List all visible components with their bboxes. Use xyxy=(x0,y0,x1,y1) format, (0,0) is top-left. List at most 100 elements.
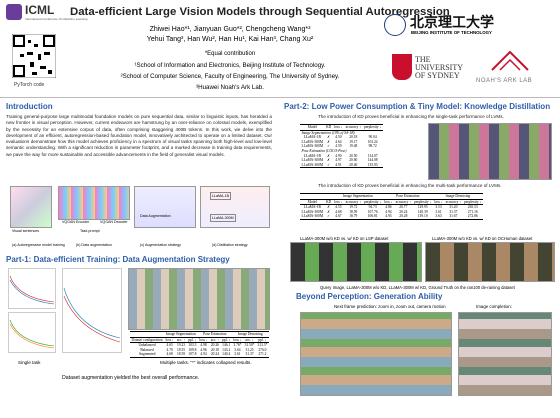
table-row: LLaMA-300M ✓ 4.91 20.40 135.93 xyxy=(300,163,383,168)
figure-label: Data Augmentation xyxy=(140,214,171,218)
table-cell: LLaMA-300M xyxy=(301,139,324,144)
table-header: loss ↓ xyxy=(197,337,210,344)
table-header: accuracy ↑ xyxy=(444,199,463,206)
table-cell: 140.4 xyxy=(222,352,231,357)
table-header: ppl. ↓ xyxy=(220,337,232,344)
figure-label: VQGAN Encoder xyxy=(62,220,90,224)
table-cell: 3.63 xyxy=(435,214,442,219)
table-cell: 18.59 xyxy=(349,209,358,214)
table-cell: 4.70 xyxy=(166,347,173,352)
affiliation-1: ¹School of Information and Electronics, … xyxy=(134,62,326,69)
table-cell: 20.18 xyxy=(349,135,358,140)
sub-caption: Single task xyxy=(18,360,41,365)
intro-heading: Introduction xyxy=(6,102,53,111)
table-cell: 4.90 xyxy=(335,153,342,158)
table-row: LLaMA-300M ✗ 4.97 20.60 144.08 xyxy=(300,158,383,163)
table-row: Image Segmentation Pose Estimation Image D… xyxy=(130,331,269,338)
table-cell: 103.3 xyxy=(188,343,197,348)
table-header: acc. ↑ xyxy=(209,337,221,344)
figure-image xyxy=(58,186,130,220)
table-cell: 4.68 xyxy=(335,209,342,214)
table-cell: 20.40 xyxy=(349,162,358,167)
table-cell: 103.24 xyxy=(367,139,378,144)
table-cell: 4.68 xyxy=(166,352,173,357)
generation-images xyxy=(458,312,552,396)
table-cell: 271.16 xyxy=(467,209,478,214)
table-group-title: Pose Estimation (COCO-Pose) xyxy=(301,148,347,153)
table-cell: 4.50 xyxy=(335,135,342,140)
table-cell: ✗ xyxy=(327,153,331,158)
table-cell: 140.39 xyxy=(417,209,428,214)
table-cell: 19.17 xyxy=(349,139,358,144)
table-header xyxy=(130,331,165,338)
table-cell: 19.48 xyxy=(349,144,358,149)
table-cell: Unbalanced xyxy=(138,343,156,348)
table-cell: 90.04 xyxy=(368,135,377,140)
table-group-header: Pose Estimation xyxy=(197,331,232,338)
table-header: loss ↓ xyxy=(382,199,395,206)
table-cell: 272.86 xyxy=(467,214,478,219)
authors-1: Zhiwei Hao*¹, Jianyuan Guo*², Chengcheng… xyxy=(149,26,311,33)
table-cell: 4.93 xyxy=(385,214,392,219)
table-header: loss ↓ xyxy=(332,124,345,131)
table-cell: 139.10 xyxy=(417,214,428,219)
table-cell: LLaMA-300M xyxy=(301,214,324,219)
table-header: accuracy ↑ xyxy=(344,199,363,206)
table-header: accuracy ↑ xyxy=(394,199,413,206)
table-header: loss ↓ xyxy=(432,199,445,206)
figure-image xyxy=(10,186,52,228)
gen-caption: Next frame prediction: zoom in, zoom out… xyxy=(334,304,446,309)
table-cell: 20.26 xyxy=(210,343,219,348)
noah-logo: NOAH'S ARK LAB xyxy=(476,78,533,84)
figure-label: Task prompt xyxy=(80,229,100,233)
table-cell: ✓ xyxy=(327,144,331,149)
table-row: Dataset configuration loss ↓ acc. ↑ ppl. ↓ l… xyxy=(130,337,269,344)
table-cell: LLaMA-300M xyxy=(301,162,324,167)
table-row: LLaMA-300M ✗ 4.68 18.59 107.76 4.94 20.24 140.3… xyxy=(300,210,483,215)
table-cell: 4.91 xyxy=(335,162,342,167)
table-cell: 3.61 xyxy=(435,209,442,214)
affiliation-2: ²School of Computer Science, Faculty of … xyxy=(120,73,340,80)
equal-contribution: *Equal contribution xyxy=(204,51,256,57)
image-caption: LLaMA-300M w/o KD vs. w/ KD on LSP datas… xyxy=(300,236,389,241)
table-cell: 94.73 xyxy=(368,205,377,210)
bit-sub: BEIJING INSTITUTE OF TECHNOLOGY xyxy=(411,30,492,35)
table-cell: 19.72 xyxy=(349,205,358,210)
table-cell: 18.59 xyxy=(176,352,186,357)
table-cell: 313.3* xyxy=(257,343,268,348)
table-group-header: Image Segmentation xyxy=(164,331,198,338)
table-group-header: Image Segmentation xyxy=(332,193,383,200)
part2-heading: Part-2: Low Power Consumption & Tiny Mod… xyxy=(284,102,551,111)
code-label: PyTorch code xyxy=(14,82,45,88)
table-cell: 4.55 xyxy=(335,205,342,210)
intro-text: Training general-purpose large multimoda… xyxy=(6,114,272,157)
part1-heading: Part-1: Data-efficient Training: Data Au… xyxy=(6,255,230,264)
table-cell: 18.79 xyxy=(349,214,358,219)
table-cell: 20.60 xyxy=(349,158,358,163)
table-cell: 3.64 xyxy=(234,347,241,352)
table-header: KD xyxy=(324,124,333,131)
table-cell: 31.67 xyxy=(449,214,458,219)
table-group-header: Image Denoising xyxy=(231,331,269,338)
table-header: KD xyxy=(324,199,333,206)
figure-label: LLaMA-1B xyxy=(210,192,231,200)
table-cell: LLaMA-300M xyxy=(301,209,324,214)
table-header: acc. ↑ xyxy=(175,337,187,344)
table-header: ppl. ↓ xyxy=(186,337,198,344)
table-header: ppl. ↓ xyxy=(255,337,269,344)
table-cell: 4.59 xyxy=(335,144,342,149)
table-cell: 109.8 xyxy=(188,347,197,352)
table-cell: 4.94 xyxy=(385,209,392,214)
table-cell: 4.86 xyxy=(385,205,392,210)
figure-caption: (c) Augmentation strategy xyxy=(140,243,181,247)
table-cell: 143.2 xyxy=(222,347,231,352)
bit-logo: 北京理工大学 xyxy=(410,15,494,31)
loss-plot xyxy=(8,268,56,353)
noah-icon xyxy=(491,50,529,71)
figure-caption: (d) Distillation strategy xyxy=(212,243,248,247)
table-cell: 20.77 xyxy=(399,205,408,210)
bit-emblem xyxy=(384,14,406,36)
table-cell: ✓ xyxy=(327,214,331,219)
sydney-crest xyxy=(392,54,412,80)
table-row: Balanced 4.70 18.55 109.8 4.96 20.18 143.2 3.64… xyxy=(130,348,269,353)
